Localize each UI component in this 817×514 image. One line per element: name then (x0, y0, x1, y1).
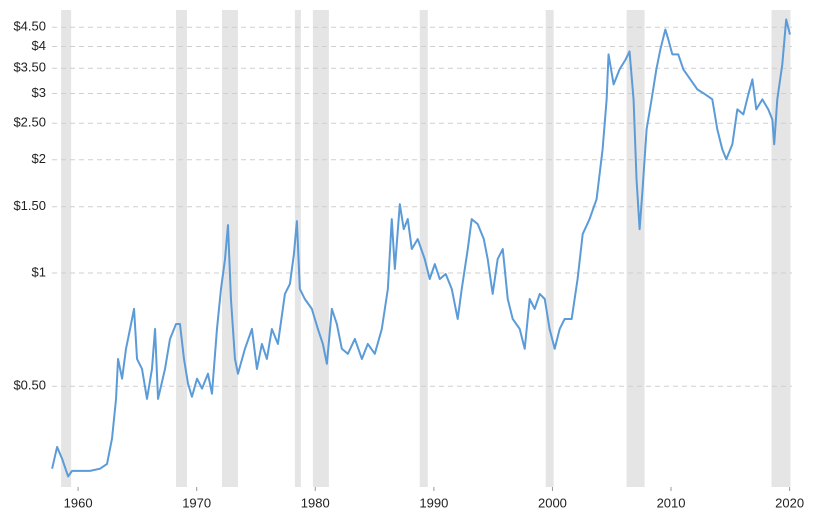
x-tick-label: 2010 (657, 495, 686, 510)
recession-band (61, 10, 72, 487)
recession-band (419, 10, 428, 487)
y-tick-label: $4 (32, 38, 46, 53)
y-tick-label: $2.50 (13, 115, 46, 130)
recession-band (545, 10, 554, 487)
recession-band (312, 10, 329, 487)
y-tick-label: $0.50 (13, 378, 46, 393)
x-tick-label: 2000 (538, 495, 567, 510)
y-tick-label: $1 (32, 264, 46, 279)
y-tick-label: $3 (32, 85, 46, 100)
recession-band (626, 10, 645, 487)
recession-band (771, 10, 791, 487)
x-tick-label: 1990 (419, 495, 448, 510)
x-tick-label: 1960 (64, 495, 93, 510)
recession-band (176, 10, 187, 487)
x-tick-label: 1980 (301, 495, 330, 510)
recession-band (221, 10, 238, 487)
x-tick-label: 2020 (775, 495, 804, 510)
price-line (51, 18, 791, 478)
y-tick-label: $1.50 (13, 198, 46, 213)
x-tick-label: 1970 (182, 495, 211, 510)
y-tick-label: $2 (32, 151, 46, 166)
y-tick-label: $3.50 (13, 60, 46, 75)
y-tick-label: $4.50 (13, 19, 46, 34)
